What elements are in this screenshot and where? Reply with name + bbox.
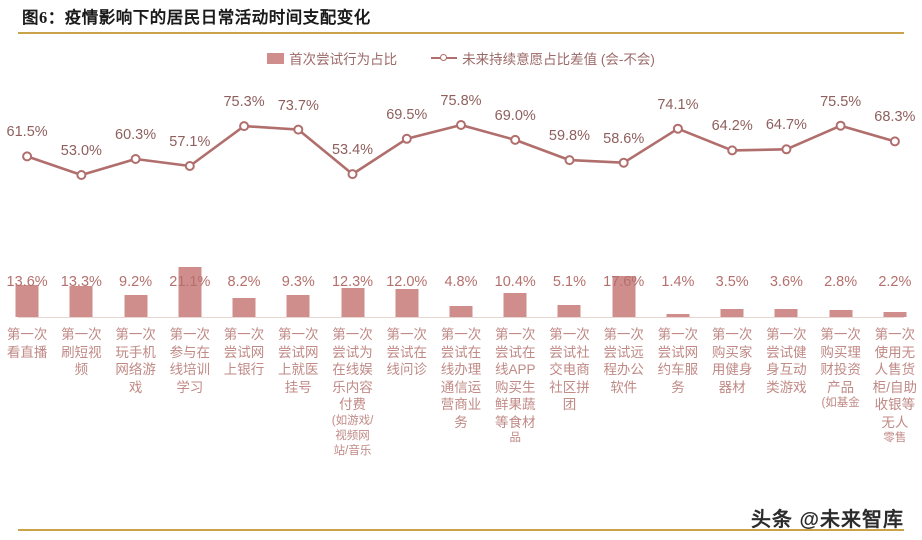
- legend-entry-bar: 首次尝试行为占比: [267, 48, 397, 68]
- category-label: 第一次购买家用健身器材: [711, 327, 753, 395]
- line-data-point[interactable]: 64.7%: [781, 144, 792, 155]
- page-title: 图6：疫情影响下的居民日常活动时间支配变化: [22, 8, 371, 27]
- line-data-point[interactable]: 53.0%: [76, 170, 87, 180]
- line-series-svg: 61.5% 53.0% 60.3% 57.1% 75.3% 73.7% 53.4% 69.5%…: [22, 120, 900, 180]
- legend-bar-swatch-icon: [267, 52, 285, 64]
- category-label: 第一次尝试远程办公软件: [603, 327, 644, 395]
- line-data-point[interactable]: 68.3%: [889, 136, 900, 147]
- bottom-divider: [18, 529, 904, 531]
- category-sublabel: 零售: [883, 432, 907, 444]
- category-label: 第一次参与在线培训学习: [169, 327, 211, 395]
- category-label: 第一次尝试网上银行: [223, 327, 265, 377]
- line-data-point[interactable]: 60.3%: [130, 154, 141, 164]
- category-label: 第一次购买理财投资产品 (如基金: [818, 326, 864, 411]
- line-data-point[interactable]: 69.5%: [401, 133, 412, 144]
- legend-entry-line: 未来持续意愿占比差值 (会-不会): [431, 48, 655, 68]
- line-series-path: [25, 123, 897, 177]
- category-label: 第一次尝试为在线娱乐内容付费 (如游戏/视频网站/音乐: [330, 326, 376, 459]
- line-data-point[interactable]: 75.5%: [835, 120, 846, 131]
- legend-line-label: 未来持续意愿占比差值 (会-不会): [462, 52, 655, 67]
- category-label: 第一次尝试健身互动类游戏: [766, 327, 807, 395]
- legend-line-marker-icon: [431, 53, 458, 63]
- line-series-markers: 61.5% 53.0% 60.3% 57.1% 75.3% 73.7% 53.4% 69.5%…: [22, 120, 900, 180]
- plot-area: 61.5% 53.0% 60.3% 57.1% 75.3% 73.7% 53.4% 69.5%…: [0, 74, 922, 324]
- category-sublabel: 品: [509, 432, 521, 444]
- category-label: 第一次尝试在线APP购买生鲜果蔬等食材品: [492, 326, 538, 446]
- line-data-point[interactable]: 74.1%: [672, 123, 683, 134]
- line-data-point[interactable]: 69.0%: [510, 134, 521, 145]
- category-label: 第一次刷短视频: [61, 327, 102, 377]
- line-data-point[interactable]: 64.2%: [727, 145, 738, 156]
- category-label: 第一次尝试在线问诊: [386, 327, 428, 377]
- legend-bar-label: 首次尝试行为占比: [289, 52, 398, 67]
- line-data-point[interactable]: 57.1%: [184, 161, 195, 171]
- title-divider: [18, 32, 904, 34]
- line-data-point[interactable]: 75.8%: [456, 120, 466, 130]
- category-label: 第一次尝试网上就医挂号: [278, 327, 319, 395]
- line-data-point[interactable]: 61.5%: [22, 151, 33, 162]
- category-label: 第一次尝试网约车服务: [657, 327, 699, 395]
- category-sublabel: (如游戏/视频网站/音乐: [331, 414, 374, 457]
- category-label: 第一次尝试在线办理通信运营商业务: [440, 327, 482, 430]
- chart-baseline: [18, 317, 904, 318]
- line-data-point[interactable]: 53.4%: [347, 169, 358, 180]
- category-label: 第一次玩手机网络游戏: [115, 327, 156, 395]
- category-label: 第一次看直播: [6, 327, 48, 360]
- category-label: 第一次使用无人售货柜/自助收银等无人 零售: [872, 327, 917, 444]
- category-label: 第一次尝试社交电商社区拼团: [549, 327, 590, 412]
- chart-legend: 首次尝试行为占比 未来持续意愿占比差值 (会-不会): [0, 48, 922, 68]
- line-data-point[interactable]: 59.8%: [564, 155, 575, 166]
- category-sublabel: (如基金: [821, 397, 860, 409]
- line-data-point[interactable]: 75.3%: [239, 121, 250, 132]
- line-data-point[interactable]: 58.6%: [618, 157, 629, 168]
- watermark: 头条 @未来智库: [750, 509, 904, 531]
- line-data-point[interactable]: 73.7%: [293, 124, 304, 135]
